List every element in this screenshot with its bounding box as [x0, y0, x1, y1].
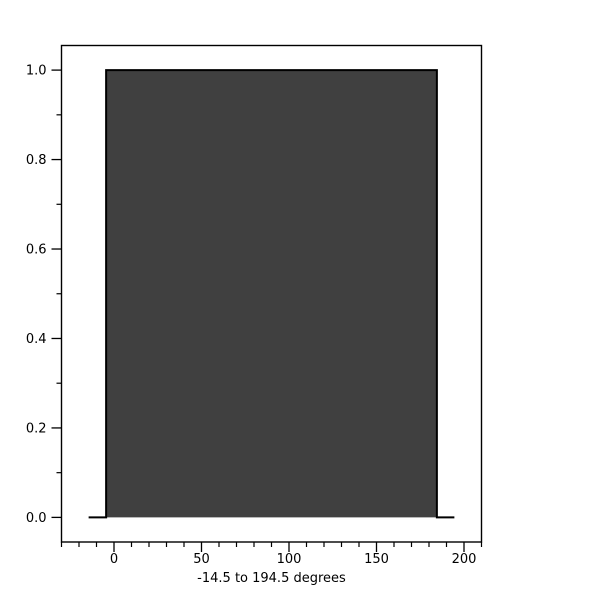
step-area-fill	[88, 70, 455, 518]
x-tick-label: 50	[193, 552, 210, 567]
y-tick-label: 0.6	[26, 243, 47, 258]
x-tick-label: 100	[277, 552, 302, 567]
x-tick-label: 200	[452, 552, 477, 567]
x-tick-label: 0	[110, 552, 118, 567]
y-tick-label: 0.4	[26, 332, 47, 347]
step-outline	[88, 69, 455, 519]
y-tick-label: 0.8	[26, 153, 47, 168]
x-tick-label: 150	[364, 552, 389, 567]
y-tick-label: 0.0	[26, 511, 47, 526]
y-tick-label: 1.0	[26, 64, 47, 79]
y-tick-label: 0.2	[26, 421, 47, 436]
x-axis-label: -14.5 to 194.5 degrees	[197, 571, 346, 586]
